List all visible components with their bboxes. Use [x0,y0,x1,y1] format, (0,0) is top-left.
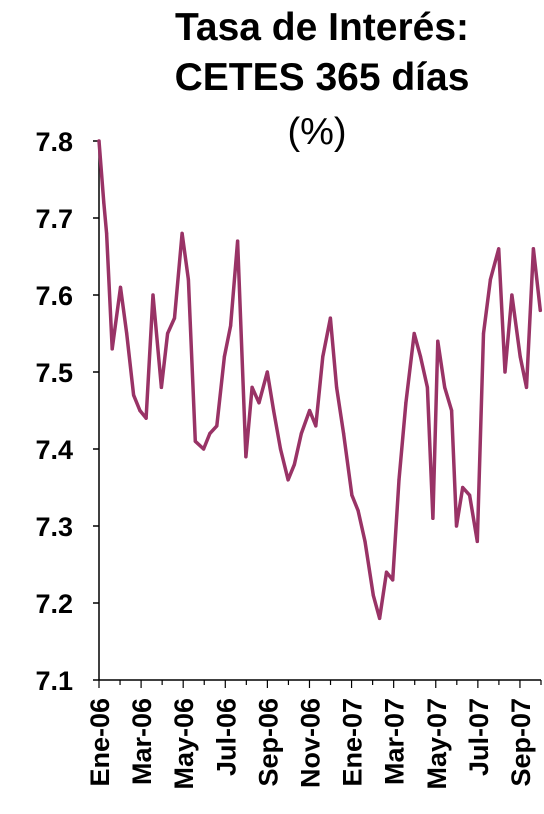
data-point [208,432,212,436]
y-axis: 7.8 7.7 7.6 7.5 7.4 7.3 7.2 7.1 [35,127,100,696]
series-line [97,139,543,621]
data-point [125,331,129,336]
y-tick-label: 7.3 [35,512,73,542]
data-point [404,401,408,405]
x-axis: Ene-06 Mar-06 May-06 Jul-06 Sep-06 Nov-06 Ene-… [85,679,542,790]
data-point [321,355,325,359]
data-point [97,139,101,143]
data-point [292,462,296,466]
data-point [308,408,312,413]
y-tick-label: 7.8 [35,127,73,157]
data-point [265,370,269,374]
data-point [371,593,375,597]
x-tick-label: Sep-06 [253,698,283,787]
data-point [391,578,395,582]
data-point [314,424,318,428]
data-point [488,278,492,282]
data-point [356,509,360,513]
y-tick-label: 7.1 [35,666,73,696]
chart-subtitle: (%) [287,111,346,153]
data-point [186,278,190,282]
data-point [229,324,233,328]
data-point [151,293,155,297]
data-point [524,385,529,389]
data-point [431,516,435,520]
data-point [461,485,465,490]
data-point [497,247,501,251]
data-point [172,316,177,320]
x-tick-label: May-07 [422,698,452,790]
x-tick-label: Jul-06 [211,698,241,776]
x-tick-label: Ene-06 [85,698,115,787]
data-point [531,247,536,251]
data-point [250,385,254,389]
data-point [384,570,389,574]
chart-title-line2: CETES 365 días [175,56,470,99]
data-point [299,432,303,436]
data-point [503,370,507,374]
data-point [443,385,447,389]
x-tick-label: Nov-06 [295,698,325,788]
data-point [257,401,261,405]
data-point [118,285,123,289]
chart-title: Tasa de Interés: [175,6,469,49]
x-tick-label: Ene-07 [338,698,368,787]
data-point [397,478,401,482]
data-point [412,331,416,336]
data-point [144,416,148,420]
data-point [286,478,290,482]
data-point [105,231,109,235]
data-point [475,539,479,544]
y-tick-label: 7.5 [35,358,73,388]
data-point [363,539,367,544]
data-point [425,385,429,389]
data-point [222,355,226,359]
y-tick-label: 7.6 [35,281,73,311]
y-tick-label: 7.4 [35,435,73,465]
data-point [510,293,514,297]
data-point [538,308,542,312]
data-point [193,439,197,443]
data-point [378,616,382,621]
data-point [244,455,248,459]
data-point [450,408,454,413]
data-point [335,385,339,389]
data-point [350,493,354,497]
series-layer [97,139,543,621]
data-point [138,408,142,413]
y-tick-label: 7.2 [35,589,73,619]
data-point [159,385,163,389]
data-point [202,447,206,451]
data-point [436,339,440,343]
data-point [215,424,219,428]
x-tick-label: Mar-07 [380,698,410,785]
data-point [418,355,423,359]
data-point [454,524,459,528]
data-point [468,493,472,497]
x-tick-label: Mar-06 [127,698,157,785]
data-point [272,408,276,413]
data-point [110,347,114,351]
data-point [180,231,184,235]
x-tick-label: Sep-07 [506,698,536,787]
y-tick-label: 7.7 [35,204,73,234]
data-point [481,331,486,336]
data-point [342,432,346,436]
data-point [166,331,170,336]
data-point [236,239,240,243]
data-point [328,316,332,320]
data-point [278,447,283,451]
data-point [518,355,522,359]
x-tick-label: May-06 [169,698,199,790]
data-point [102,201,106,205]
x-tick-label: Jul-07 [464,698,494,776]
data-point [132,393,136,397]
